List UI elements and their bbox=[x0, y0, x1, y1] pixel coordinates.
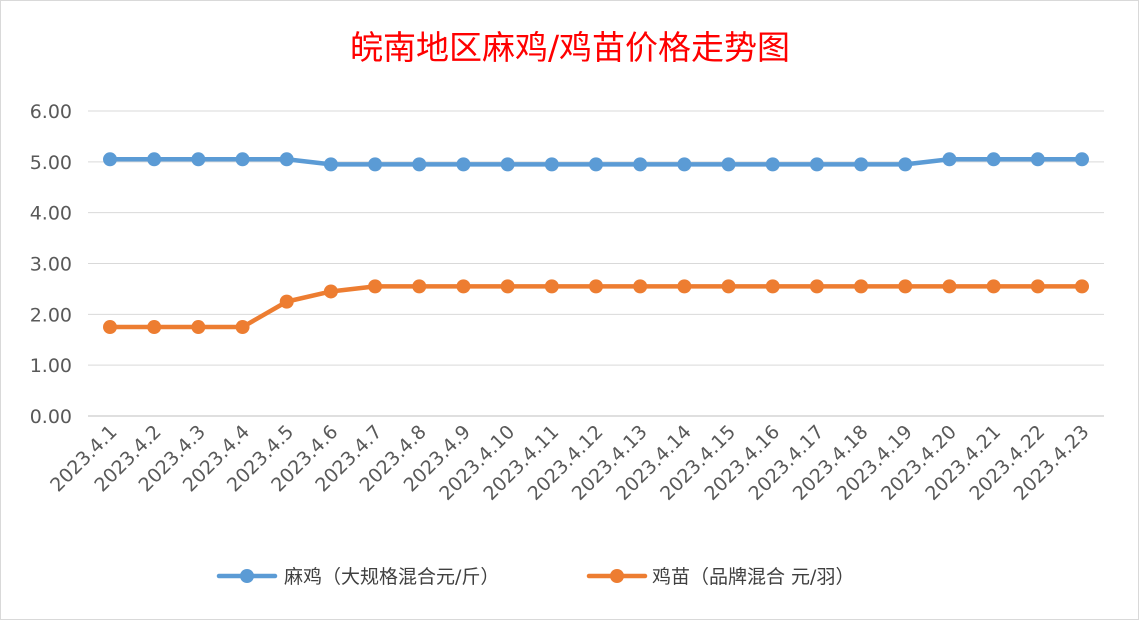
data-point bbox=[986, 279, 1001, 294]
data-point bbox=[986, 152, 1001, 167]
data-point bbox=[368, 157, 383, 172]
data-point bbox=[1030, 152, 1045, 167]
data-point bbox=[500, 157, 515, 172]
x-axis-ticks: 2023.4.12023.4.22023.4.32023.4.42023.4.5… bbox=[46, 421, 1093, 505]
legend-swatch-marker bbox=[240, 569, 254, 583]
data-point bbox=[235, 320, 250, 335]
data-point bbox=[412, 157, 427, 172]
data-point bbox=[677, 279, 692, 294]
data-point bbox=[854, 157, 869, 172]
data-point bbox=[456, 157, 471, 172]
data-point bbox=[854, 279, 869, 294]
data-point bbox=[633, 279, 648, 294]
y-tick-label: 5.00 bbox=[30, 152, 72, 174]
y-tick-label: 2.00 bbox=[30, 304, 72, 326]
legend: 麻鸡（大规格混合元/斤） 鸡苗（品牌混合 元/羽） bbox=[216, 566, 854, 588]
legend-label: 麻鸡（大规格混合元/斤） bbox=[284, 566, 499, 588]
data-point bbox=[809, 279, 824, 294]
legend-swatch-marker bbox=[610, 569, 624, 583]
data-point bbox=[677, 157, 692, 172]
data-point bbox=[368, 279, 383, 294]
legend-label: 鸡苗（品牌混合 元/羽） bbox=[652, 566, 854, 588]
data-point bbox=[1075, 152, 1089, 167]
data-point bbox=[323, 284, 338, 299]
data-point bbox=[589, 157, 603, 172]
data-point bbox=[500, 279, 515, 294]
chart-title: 皖南地区麻鸡/鸡苗价格走势图 bbox=[350, 28, 790, 67]
data-point bbox=[898, 279, 913, 294]
data-point bbox=[589, 279, 603, 294]
data-point bbox=[721, 279, 736, 294]
data-point bbox=[235, 152, 250, 167]
y-axis-ticks: 0.00 1.00 2.00 3.00 4.00 5.00 6.00 bbox=[30, 101, 72, 428]
data-point bbox=[942, 279, 957, 294]
data-point bbox=[633, 157, 648, 172]
data-point bbox=[1075, 279, 1089, 294]
series-1 bbox=[103, 152, 1089, 172]
data-point bbox=[721, 157, 736, 172]
data-point bbox=[544, 157, 559, 172]
data-point bbox=[544, 279, 559, 294]
data-point bbox=[147, 320, 162, 335]
y-tick-label: 1.00 bbox=[30, 355, 72, 377]
y-tick-label: 6.00 bbox=[30, 101, 72, 123]
data-point bbox=[765, 279, 780, 294]
data-point bbox=[191, 320, 206, 335]
data-point bbox=[103, 152, 117, 167]
data-point bbox=[279, 152, 294, 167]
data-point bbox=[279, 294, 294, 309]
y-tick-label: 3.00 bbox=[30, 254, 72, 276]
data-point bbox=[191, 152, 206, 167]
data-point bbox=[1030, 279, 1045, 294]
series-2 bbox=[103, 279, 1089, 335]
y-tick-label: 4.00 bbox=[30, 203, 72, 225]
y-tick-label: 0.00 bbox=[30, 406, 72, 428]
data-point bbox=[942, 152, 957, 167]
data-point bbox=[323, 157, 338, 172]
legend-item-1: 麻鸡（大规格混合元/斤） bbox=[216, 566, 499, 588]
legend-item-2: 鸡苗（品牌混合 元/羽） bbox=[586, 566, 854, 588]
series-layer bbox=[103, 152, 1089, 335]
data-point bbox=[809, 157, 824, 172]
data-point bbox=[765, 157, 780, 172]
data-point bbox=[412, 279, 427, 294]
data-point bbox=[103, 320, 117, 335]
data-point bbox=[456, 279, 471, 294]
data-point bbox=[898, 157, 913, 172]
data-point bbox=[147, 152, 162, 167]
